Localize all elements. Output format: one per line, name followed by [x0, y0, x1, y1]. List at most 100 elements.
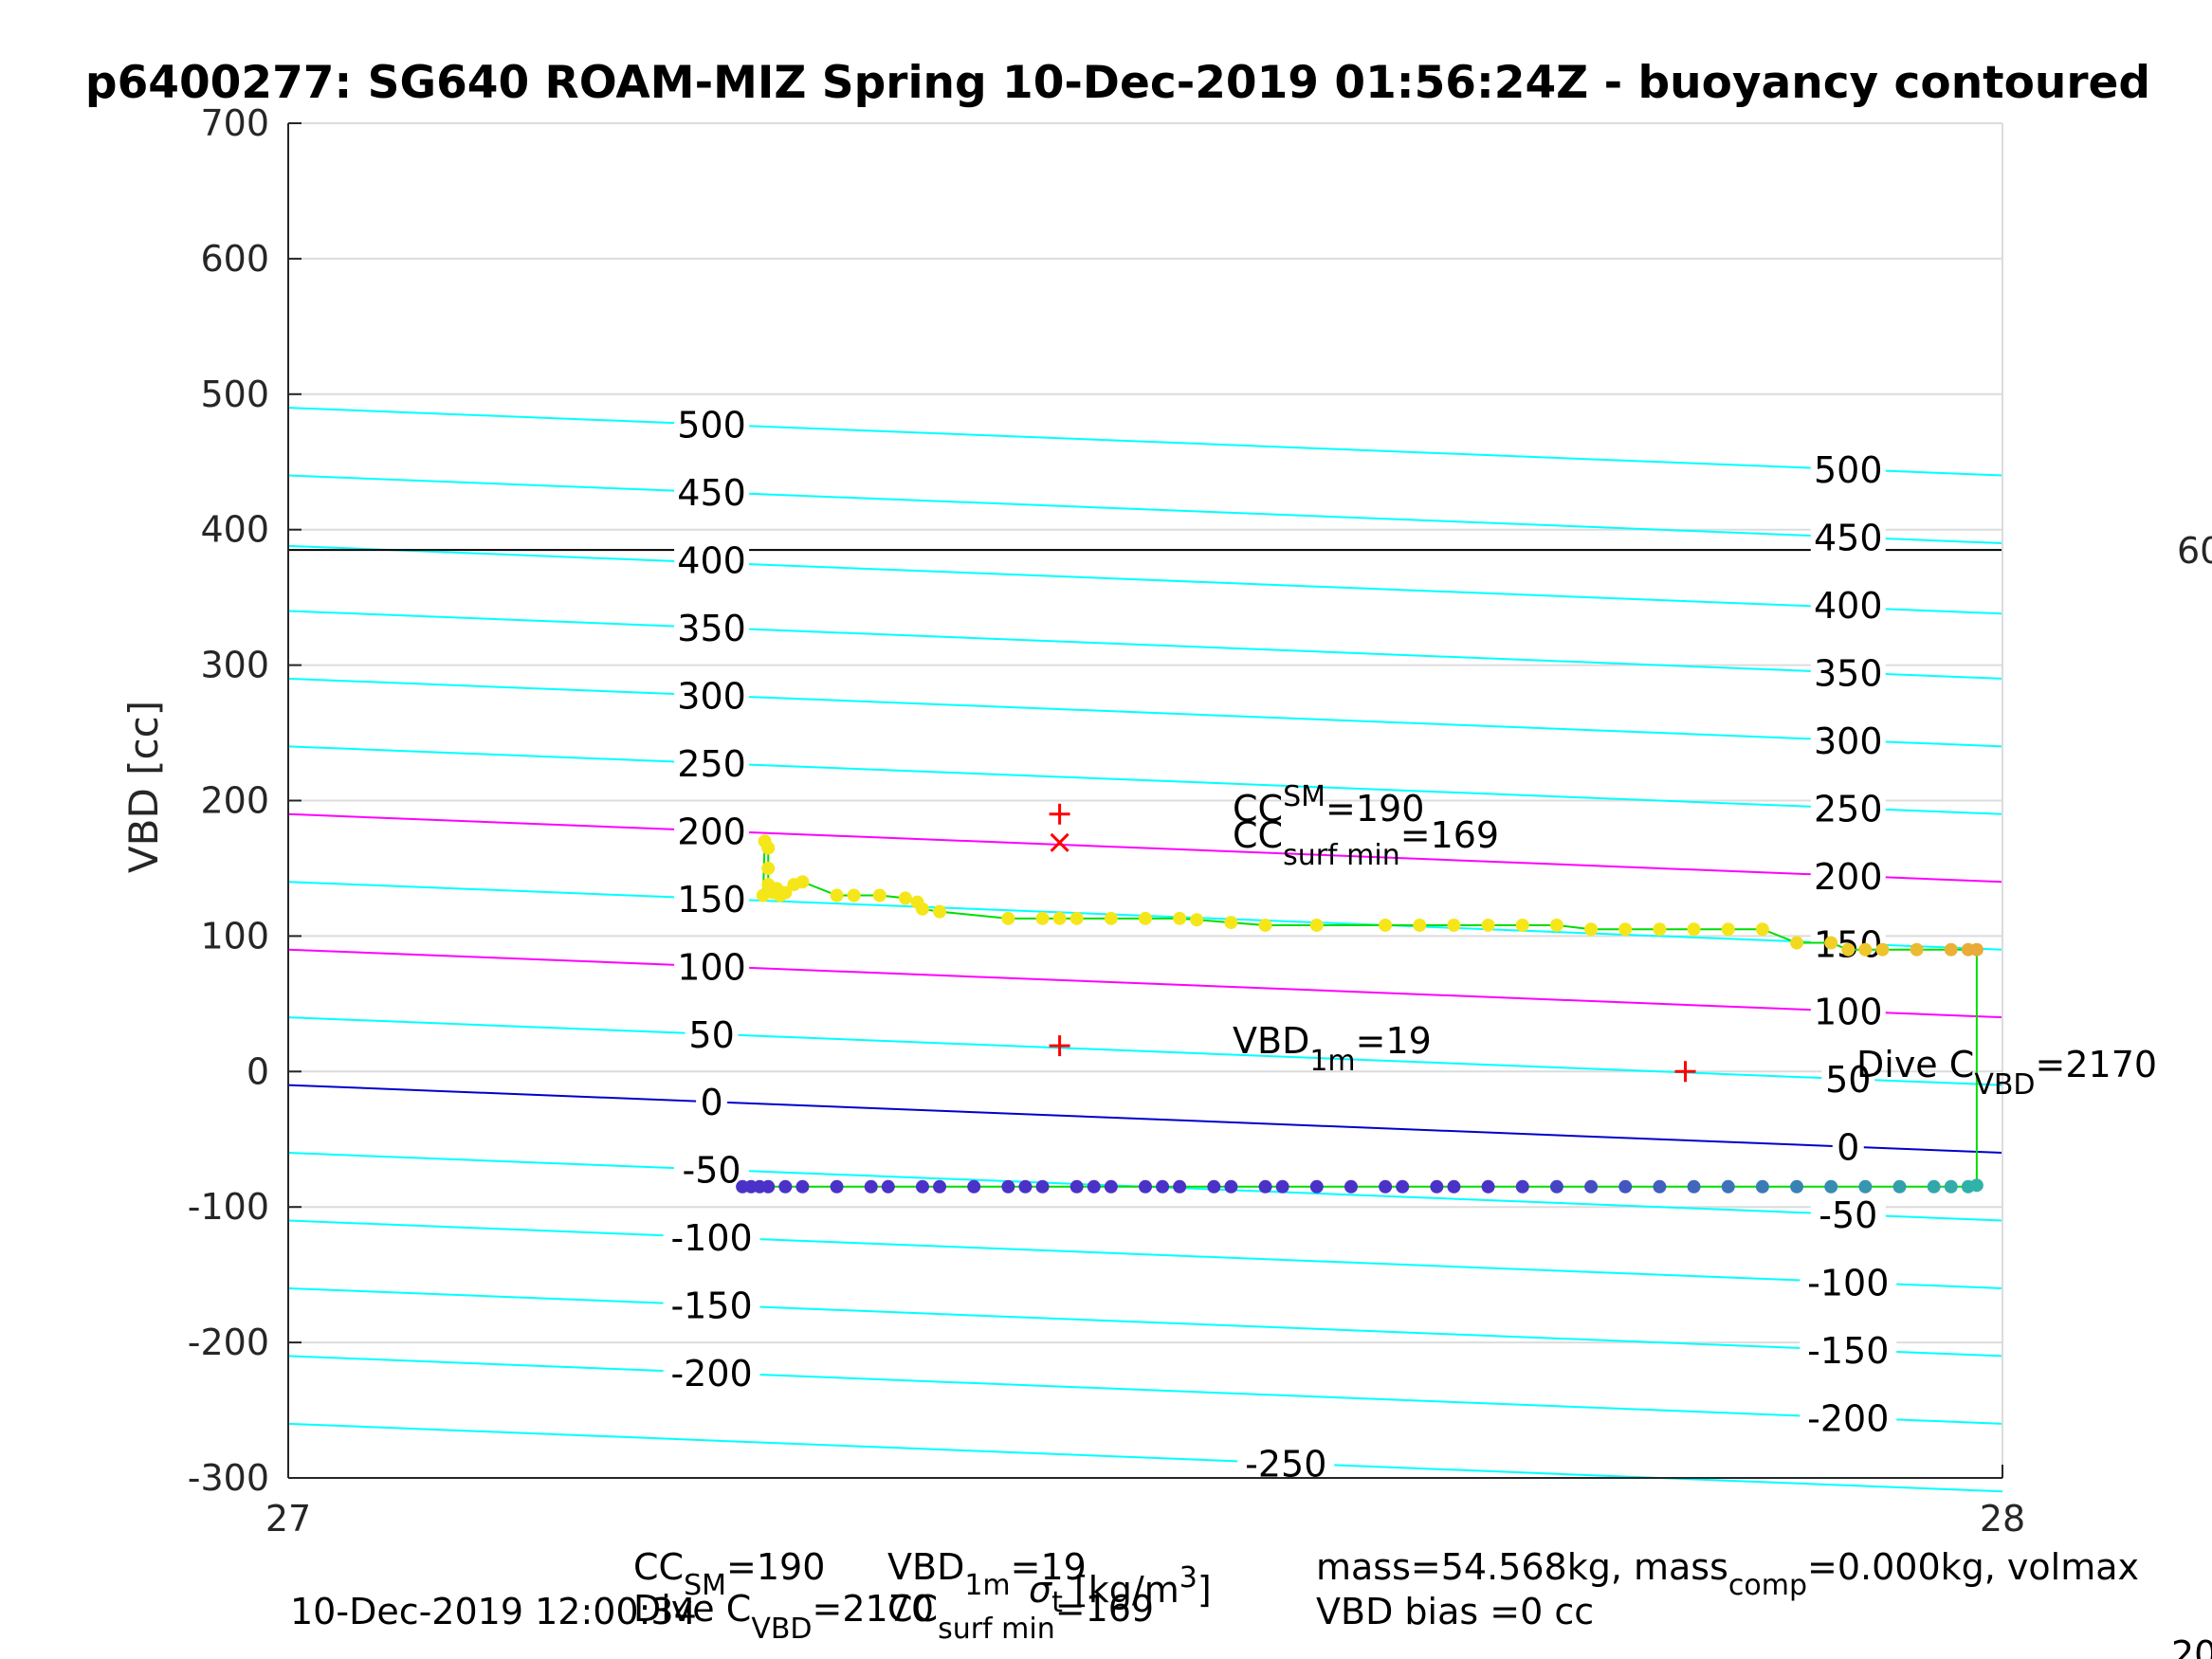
contour-line [287, 745, 2003, 815]
plus-marker [1049, 803, 1070, 825]
contour-line [287, 1422, 2003, 1493]
data-point-lower [1687, 1179, 1701, 1194]
chart-title: p6400277: SG640 ROAM-MIZ Spring 10-Dec-2… [85, 57, 2150, 109]
contour-label-bg [663, 1284, 760, 1324]
data-point-lower [830, 1179, 844, 1194]
contour-label-left: 0 [700, 1082, 722, 1123]
data-point-upper [1549, 918, 1563, 932]
y-tick-label: -100 [188, 1186, 269, 1228]
contour-label-bg [674, 945, 750, 986]
contour-label-right: -50 [1819, 1194, 1877, 1236]
contour-line [287, 407, 2003, 477]
data-point-lower [1969, 1178, 1983, 1193]
data-point-lower [1755, 1179, 1769, 1194]
data-point-upper [1258, 918, 1272, 932]
contour-label-right: -200 [1807, 1397, 1889, 1439]
contour-label-bg [1810, 584, 1886, 625]
contour-label-bg [1821, 1058, 1875, 1099]
data-point-upper [830, 888, 844, 902]
data-point-upper [847, 888, 861, 902]
contour-label-right: 50 [1825, 1059, 1871, 1101]
contour-label-bg [1237, 1442, 1335, 1483]
contour-label-bg [1810, 1194, 1886, 1234]
data-point-upper [1173, 911, 1187, 925]
data-point-lower [1584, 1179, 1599, 1194]
data-point-upper [1910, 942, 1924, 957]
contour-label-right: 400 [1814, 585, 1883, 627]
data-point-upper [1190, 913, 1204, 927]
y-tick-label: 700 [200, 102, 269, 144]
x-tick-label: 27 [265, 1498, 311, 1540]
contour-label-bg [674, 607, 750, 647]
data-point-lower [1309, 1179, 1324, 1194]
data-points [736, 834, 1983, 1194]
footer-mass: mass=54.568kg, masscomp=0.000kg, volmax [1316, 1546, 2139, 1602]
contour-label-left: 450 [677, 472, 746, 514]
data-point-lower [1618, 1179, 1633, 1194]
contour-label-right: 100 [1814, 992, 1883, 1033]
data-point-upper [1309, 918, 1324, 932]
data-point-upper [1755, 922, 1769, 937]
contour-line [287, 610, 2003, 680]
data-point-upper [1790, 936, 1804, 950]
contour-label-bg [685, 1012, 739, 1053]
data-point-lower [1515, 1179, 1529, 1194]
data-point-lower [1824, 1179, 1838, 1194]
x-tick-label: 28 [1980, 1498, 2025, 1540]
data-point-lower [967, 1179, 981, 1194]
data-point-lower [1549, 1179, 1563, 1194]
data-point-lower [1139, 1179, 1152, 1194]
data-point-upper [1224, 916, 1238, 930]
contour-label-bg [674, 403, 750, 444]
data-point-upper [1379, 918, 1393, 932]
contour-label-right: 0 [1837, 1127, 1859, 1169]
data-point-upper [1721, 922, 1735, 937]
contour-label-bg [1832, 1125, 1864, 1166]
data-point-upper [1584, 922, 1599, 937]
data-point-lower [1156, 1179, 1170, 1194]
data-point-upper [1515, 918, 1529, 932]
x-axis-label: σt [kg/m3] [1029, 1561, 1212, 1619]
y-tick-label: 500 [200, 374, 269, 415]
footer-corner-fragment: 20 [2171, 1633, 2212, 1659]
footer-vbd-bias: VBD bias =0 cc [1316, 1591, 1594, 1632]
contour-label-bg [674, 538, 750, 579]
contour-label-bg [696, 1081, 728, 1121]
footer-timestamp: 10-Dec-2019 12:00:34 [290, 1591, 697, 1632]
data-point-upper [761, 841, 776, 855]
data-point-upper [1139, 911, 1152, 925]
contour-label-bg [674, 1148, 750, 1189]
contour-label-left: 150 [677, 879, 746, 921]
data-point-lower [1035, 1179, 1050, 1194]
data-point-lower [881, 1179, 895, 1194]
x-marker [1050, 832, 1069, 852]
contour-label-right: 450 [1814, 518, 1883, 559]
data-point-lower [1104, 1179, 1118, 1194]
y-tick-label: -300 [188, 1457, 269, 1499]
contour-label-right: 350 [1814, 652, 1883, 694]
y-tick-label: 600 [200, 238, 269, 280]
contour-label-left: 100 [677, 946, 746, 988]
contour-labels: 500450400350300250200150100500-50-100-15… [663, 403, 1897, 1485]
footer-cc-surf-min: CCsurf min=169 [887, 1588, 1154, 1646]
data-point-lower [1721, 1179, 1735, 1194]
data-point-lower [761, 1179, 776, 1194]
markers [1049, 803, 1696, 1083]
contour-line [287, 1219, 2003, 1289]
grid-lines [288, 122, 2002, 1479]
contour-line [287, 1286, 2003, 1358]
data-point-lower [1344, 1179, 1358, 1194]
contour-label-bg [1810, 787, 1886, 828]
y-tick-label: 300 [200, 645, 269, 686]
data-point-lower [933, 1179, 947, 1194]
plus-marker [1049, 1035, 1070, 1057]
data-point-upper [1858, 942, 1873, 957]
footer-dive-c-vbd: Dive CVBD=2170 [633, 1588, 934, 1646]
data-point-upper [778, 885, 793, 900]
data-point-upper [1481, 918, 1495, 932]
data-point-upper [872, 888, 887, 902]
y-tick-label: 100 [200, 915, 269, 957]
data-point-lower [864, 1179, 878, 1194]
buoyancy-contours [287, 407, 2003, 1493]
